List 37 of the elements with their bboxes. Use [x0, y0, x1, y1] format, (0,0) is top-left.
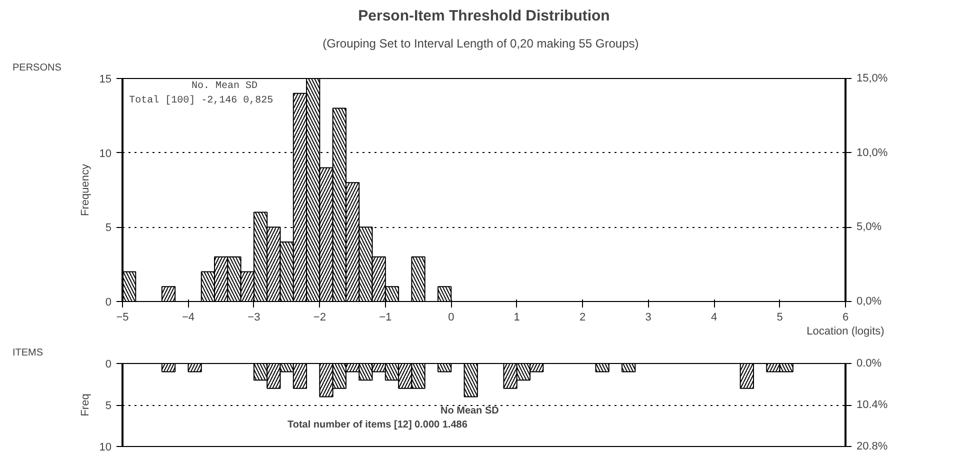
y2-tick-label: 10.4%	[856, 399, 888, 411]
y-tick-label: 15	[99, 74, 112, 86]
y-axis-title: Frequency	[79, 164, 92, 216]
y-tick-label: 0	[105, 296, 112, 308]
text: ITEMS	[12, 348, 44, 358]
x-tick-label: −5	[116, 312, 129, 324]
annotation: No Mean SD	[440, 406, 499, 416]
x-tick-label: 0	[448, 312, 454, 324]
x-tick-label: −2	[313, 312, 326, 324]
x-tick-label: 2	[580, 312, 586, 324]
y2-tick-label: 0.0%	[856, 358, 882, 370]
x-tick-label: −1	[379, 312, 392, 324]
x-tick-label: 5	[776, 312, 783, 324]
y-tick-label: 0	[105, 358, 112, 370]
y2-tick-label: 20.8%	[856, 440, 888, 452]
y-tick-label: 10	[99, 442, 112, 454]
chart-title: Person-Item Threshold Distribution	[358, 8, 610, 24]
x-axis-title: Location (logits)	[806, 326, 884, 338]
y2-tick-label: 5,0%	[856, 221, 882, 234]
annotation: Total number of items [12] 0.000 1.486	[288, 420, 468, 430]
y-tick-label: 5	[105, 222, 112, 234]
chart-subtitle: (Grouping Set to Interval Length of 0,20 making 55 Groups)	[322, 36, 639, 50]
x-tick-label: −3	[248, 312, 260, 324]
y-tick-label: 10	[99, 148, 112, 160]
y-axis-title: Freq	[79, 394, 92, 416]
x-tick-label: 6	[842, 312, 849, 324]
y2-tick-label: 15,0%	[856, 72, 888, 84]
annotation: No. Mean SD	[192, 80, 258, 92]
x-tick-label: 1	[514, 312, 520, 324]
annotation: Total [100] -2,146 0,825	[129, 94, 274, 107]
x-tick-label: −4	[182, 312, 195, 324]
y-tick-label: 5	[105, 400, 112, 412]
x-tick-label: 3	[645, 312, 652, 324]
x-tick-label: 4	[710, 312, 718, 324]
y2-tick-label: 10,0%	[856, 146, 888, 159]
text: PERSONS	[12, 62, 62, 74]
y2-tick-label: 0,0%	[856, 296, 882, 308]
